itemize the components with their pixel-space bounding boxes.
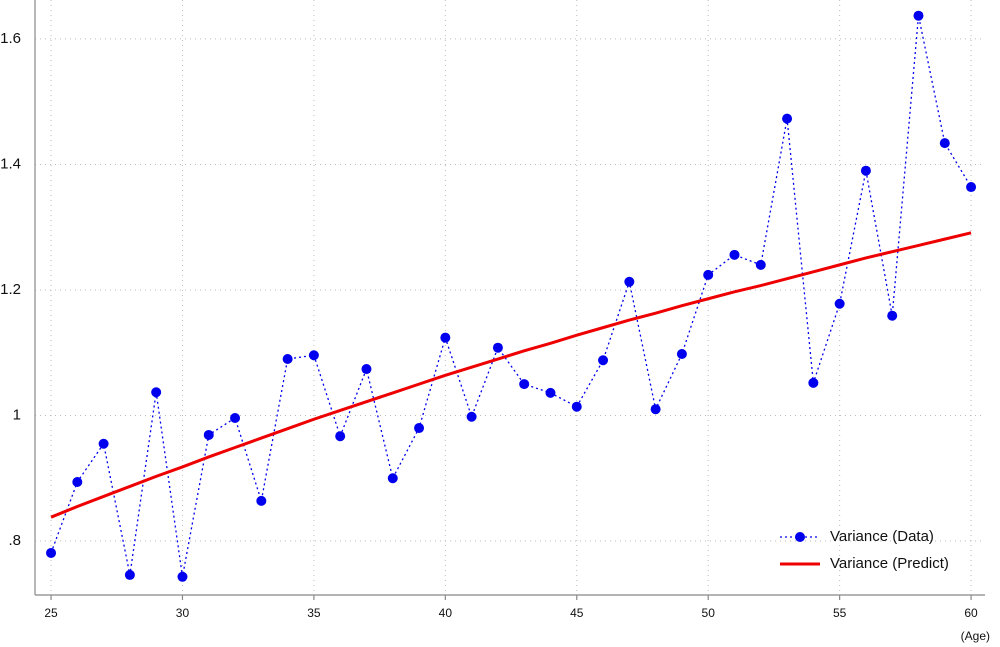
legend-label: Variance (Predict) [830, 555, 949, 572]
y-tick-label: .8 [8, 532, 21, 549]
legend-label: Variance (Data) [830, 528, 934, 545]
data-point [703, 269, 714, 280]
data-point [46, 547, 57, 558]
x-tick-label: 40 [439, 606, 453, 620]
x-axis-label: (Age) [961, 629, 990, 643]
data-point [913, 10, 924, 21]
data-point [650, 404, 661, 415]
series-line [50, 15, 972, 577]
data-point [98, 438, 109, 449]
x-tick-label: 35 [307, 606, 321, 620]
y-tick-label: 1 [13, 406, 21, 423]
data-point [308, 350, 319, 361]
data-point [782, 113, 793, 124]
x-tick-label: 60 [964, 606, 978, 620]
data-point [808, 377, 819, 388]
data-point [966, 182, 977, 193]
data-point [676, 348, 687, 359]
x-tick-label: 30 [176, 606, 190, 620]
data-point [598, 355, 609, 366]
data-point [755, 259, 766, 270]
data-point [387, 473, 398, 484]
y-tick-label: 1.2 [0, 281, 21, 298]
data-point [571, 401, 582, 412]
x-tick-label: 55 [833, 606, 847, 620]
data-point [624, 276, 635, 287]
data-point [492, 342, 503, 353]
data-point [440, 332, 451, 343]
y-tick-label: 1.4 [0, 155, 21, 172]
series-line [50, 231, 972, 519]
data-point [519, 379, 530, 390]
data-point [860, 165, 871, 176]
data-point [887, 310, 898, 321]
data-point [151, 387, 162, 398]
data-point [729, 249, 740, 260]
data-point [361, 364, 372, 375]
x-tick-label: 45 [570, 606, 584, 620]
data-point [230, 413, 241, 424]
y-tick-label: 1.6 [0, 30, 21, 47]
data-point [282, 354, 293, 365]
data-point [335, 431, 346, 442]
data-point [414, 423, 425, 434]
data-point [545, 387, 556, 398]
data-point [177, 571, 188, 582]
data-point [72, 477, 83, 488]
data-point [466, 411, 477, 422]
data-point [124, 569, 135, 580]
data-point [939, 138, 950, 149]
legend-marker [795, 532, 805, 542]
data-point [203, 429, 214, 440]
data-point [834, 298, 845, 309]
x-tick-label: 25 [44, 606, 58, 620]
data-point [256, 495, 267, 506]
x-tick-label: 50 [702, 606, 716, 620]
